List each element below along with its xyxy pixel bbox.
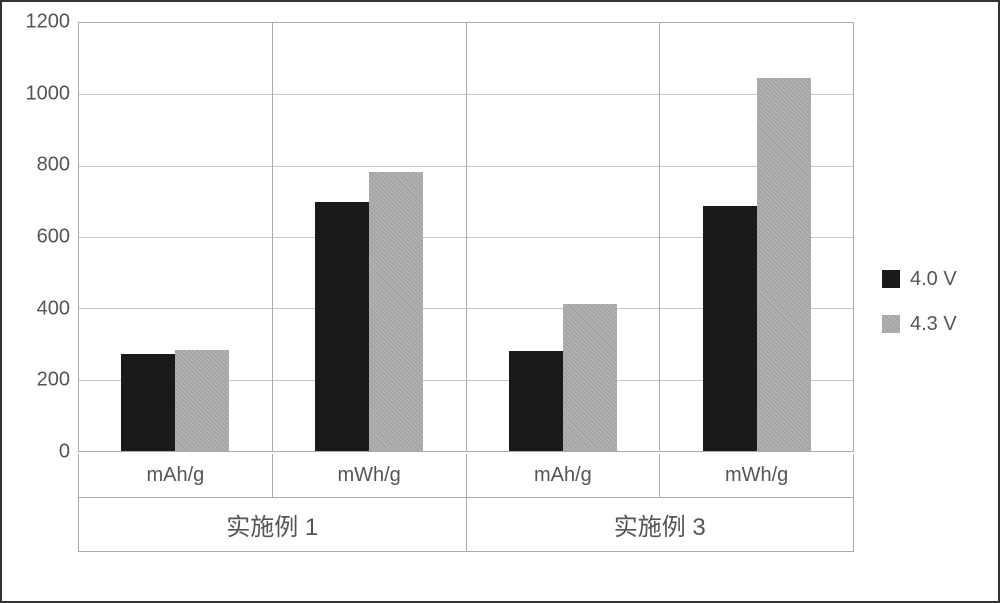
bar-series-b: [563, 304, 617, 451]
xaxis-sub-label: mWh/g: [660, 454, 854, 498]
bar-pair: [467, 304, 660, 451]
chart-wrap: 0 200 400 600 800 1000 1200: [18, 14, 982, 589]
legend-swatch-b: [882, 315, 900, 333]
chart-area: 0 200 400 600 800 1000 1200: [18, 14, 862, 589]
legend-item-a: 4.0 V: [882, 268, 982, 291]
xaxis-group-label: 实施例 1: [78, 498, 467, 552]
ytick-600: 600: [18, 226, 70, 249]
bar-series-b: [757, 78, 811, 451]
bar-series-a: [121, 354, 175, 451]
xaxis-sub-label: mAh/g: [467, 454, 661, 498]
bar-series-b: [369, 172, 423, 452]
sub-group-2-1: [467, 23, 661, 451]
ytick-1000: 1000: [18, 82, 70, 105]
chart-outer-frame: 0 200 400 600 800 1000 1200: [0, 0, 1000, 603]
bar-series-a: [703, 206, 757, 451]
bar-pair: [79, 350, 272, 451]
legend: 4.0 V 4.3 V: [862, 14, 982, 589]
xaxis-group-label: 实施例 3: [467, 498, 855, 552]
xaxis-sub-label: mWh/g: [273, 454, 467, 498]
legend-item-b: 4.3 V: [882, 313, 982, 336]
sub-group-1-2: [273, 23, 466, 451]
bar-pair: [273, 172, 466, 452]
sub-group-1-1: [79, 23, 273, 451]
super-group-1: [79, 23, 467, 451]
legend-label-a: 4.0 V: [910, 268, 957, 291]
xaxis-group-row: 实施例 1 实施例 3: [78, 498, 854, 552]
legend-swatch-a: [882, 270, 900, 288]
legend-label-b: 4.3 V: [910, 313, 957, 336]
bar-pair: [660, 78, 853, 451]
xaxis-sub-label: mAh/g: [78, 454, 273, 498]
ytick-800: 800: [18, 154, 70, 177]
bar-series-a: [509, 351, 563, 451]
ytick-0: 0: [18, 441, 70, 464]
ytick-1200: 1200: [18, 11, 70, 34]
plot-frame: [78, 22, 854, 452]
bar-series-b: [175, 350, 229, 451]
bar-series-a: [315, 202, 369, 451]
bar-groups: [79, 23, 853, 451]
super-group-2: [467, 23, 854, 451]
ytick-200: 200: [18, 369, 70, 392]
ytick-400: 400: [18, 297, 70, 320]
sub-group-2-2: [660, 23, 853, 451]
xaxis-subgroup-row: mAh/g mWh/g mAh/g mWh/g: [78, 454, 854, 498]
